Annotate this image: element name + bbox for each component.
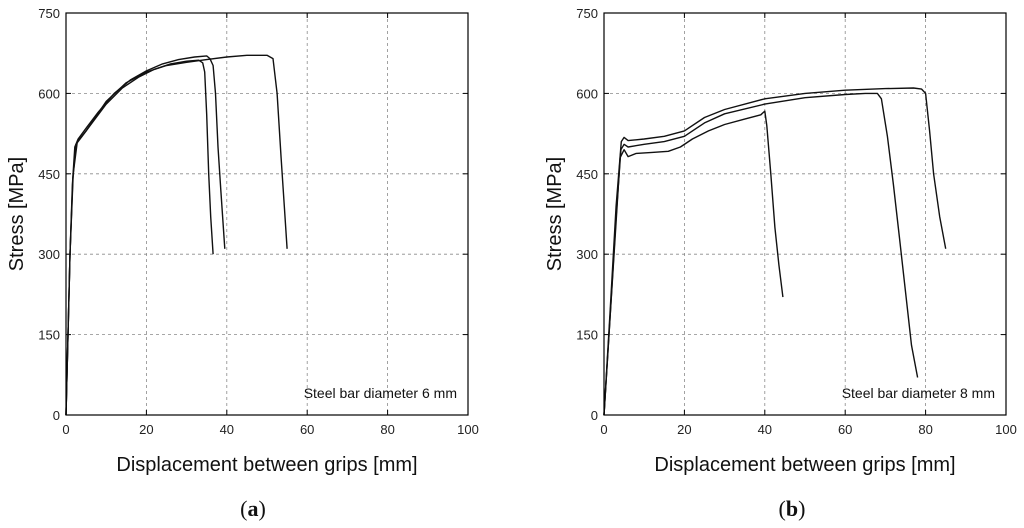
chart-a-annotation: Steel bar diameter 6 mm — [304, 385, 457, 401]
chart-b-y-axis-label: Stress [MPa] — [544, 157, 566, 271]
chart-b-ytick-label: 0 — [591, 408, 598, 423]
chart-panel-b: 0 20 40 60 80 100 0 150 300 450 600 750 Steel bar di… — [544, 6, 1017, 521]
chart-b-ytick-label: 450 — [576, 167, 598, 182]
chart-a-ytick-label: 750 — [38, 6, 60, 21]
chart-a-y-axis-label: Stress [MPa] — [6, 157, 28, 271]
chart-a-xtick-label: 100 — [457, 422, 479, 437]
chart-b-ytick-label: 750 — [576, 6, 598, 21]
chart-a-series-line-1 — [65, 55, 226, 416]
chart-b-panel-label: (b) — [779, 496, 806, 521]
chart-panel-a: 0 20 40 60 80 100 0 150 300 450 600 750 Steel bar di… — [6, 6, 479, 521]
chart-a-panel-label: (a) — [240, 496, 266, 521]
chart-a-ytick-label: 0 — [53, 408, 60, 423]
chart-b-series-line-3 — [603, 87, 947, 416]
chart-a-x-axis-label: Displacement between grips [mm] — [116, 454, 417, 476]
chart-b-ytick-label: 600 — [576, 86, 598, 101]
chart-b-series-line-1 — [603, 110, 784, 416]
chart-a-ytick-label: 300 — [38, 247, 60, 262]
chart-b-plot-frame — [603, 12, 1007, 416]
chart-b-ytick-label: 300 — [576, 247, 598, 262]
chart-b-xtick-label: 0 — [600, 422, 607, 437]
chart-a-xtick-label: 80 — [380, 422, 394, 437]
chart-b-x-axis-label: Displacement between grips [mm] — [654, 454, 955, 476]
chart-a-xtick-label: 20 — [139, 422, 153, 437]
chart-a-plot-frame — [65, 12, 469, 416]
chart-a-ytick-label: 450 — [38, 167, 60, 182]
chart-a-ytick-label: 150 — [38, 328, 60, 343]
chart-b-xtick-label: 100 — [995, 422, 1017, 437]
chart-b-series-line-2 — [603, 92, 919, 416]
chart-a-series-line-3 — [65, 54, 288, 416]
chart-a-xtick-label: 60 — [300, 422, 314, 437]
chart-b-xtick-label: 40 — [758, 422, 772, 437]
chart-a-ytick-label: 600 — [38, 86, 60, 101]
chart-b-annotation: Steel bar diameter 8 mm — [842, 385, 995, 401]
chart-b-ytick-label: 150 — [576, 328, 598, 343]
chart-a-xtick-label: 0 — [62, 422, 69, 437]
chart-b-xtick-label: 60 — [838, 422, 852, 437]
chart-a-xtick-label: 40 — [220, 422, 234, 437]
chart-b-xtick-label: 80 — [918, 422, 932, 437]
chart-b-xtick-label: 20 — [677, 422, 691, 437]
chart-a-series-line-2 — [65, 59, 214, 416]
